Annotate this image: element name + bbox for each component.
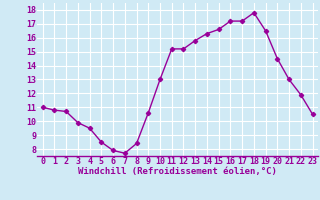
X-axis label: Windchill (Refroidissement éolien,°C): Windchill (Refroidissement éolien,°C) (78, 167, 277, 176)
